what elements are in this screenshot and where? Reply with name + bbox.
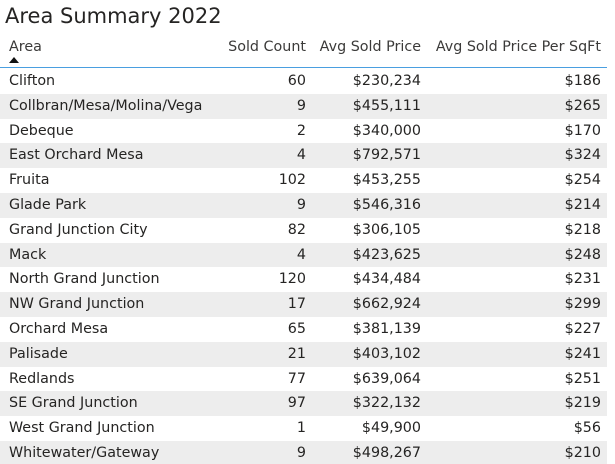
cell-sold-count: 102 [278, 172, 306, 189]
cell-avg-sold-price: $49,900 [361, 420, 421, 437]
cell-sold-count: 4 [296, 246, 306, 263]
cell-avg-price-per-sqft: $214 [564, 196, 601, 213]
cell-avg-price-per-sqft: $251 [564, 370, 601, 387]
cell-avg-sold-price: $453,255 [352, 172, 421, 189]
table-row[interactable]: West Grand Junction 1 $49,900 $56 [0, 416, 607, 441]
table-row[interactable]: Collbran/Mesa/Molina/Vega 9 $455,111 $265 [0, 93, 607, 119]
cell-sold-count: 65 [287, 320, 306, 337]
table-row[interactable]: Fruita 102 $453,255 $254 [0, 168, 607, 193]
cell-sold-count: 60 [287, 73, 306, 89]
cell-avg-price-per-sqft: $241 [564, 345, 601, 362]
cell-avg-price-per-sqft: $231 [564, 271, 601, 288]
cell-avg-price-per-sqft: $254 [564, 172, 601, 189]
table-row[interactable]: Debeque 2 $340,000 $170 [0, 119, 607, 144]
table-row[interactable]: Whitewater/Gateway 9 $498,267 $210 [0, 440, 607, 464]
cell-sold-count: 1 [296, 420, 306, 437]
cell-avg-price-per-sqft: $265 [564, 97, 601, 114]
cell-area: NW Grand Junction [9, 296, 145, 313]
cell-avg-sold-price: $639,064 [352, 370, 421, 387]
cell-area: Grand Junction City [9, 221, 148, 238]
cell-sold-count: 97 [287, 395, 306, 412]
cell-avg-price-per-sqft: $210 [564, 444, 601, 461]
cell-area: Glade Park [9, 196, 87, 213]
cell-area: Collbran/Mesa/Molina/Vega [9, 97, 203, 114]
table-row[interactable]: Redlands 77 $639,064 $251 [0, 367, 607, 392]
cell-avg-price-per-sqft: $227 [564, 320, 601, 337]
cell-area: West Grand Junction [9, 420, 155, 437]
cell-avg-sold-price: $498,267 [352, 444, 421, 461]
cell-avg-sold-price: $381,139 [352, 320, 421, 337]
column-header-avg-price-per-sqft[interactable]: Avg Sold Price Per SqFt [435, 39, 601, 55]
cell-avg-sold-price: $423,625 [352, 246, 421, 263]
cell-avg-price-per-sqft: $324 [564, 147, 601, 164]
table-row[interactable]: Orchard Mesa 65 $381,139 $227 [0, 317, 607, 342]
cell-avg-sold-price: $322,132 [352, 395, 421, 412]
cell-area: Redlands [9, 370, 75, 387]
cell-area: Palisade [9, 345, 68, 362]
cell-sold-count: 21 [287, 345, 306, 362]
cell-avg-price-per-sqft: $218 [564, 221, 601, 238]
cell-area: North Grand Junction [9, 271, 160, 288]
cell-area: East Orchard Mesa [9, 147, 144, 164]
cell-area: Orchard Mesa [9, 320, 109, 337]
vertical-scrollbar[interactable] [611, 69, 615, 464]
cell-avg-price-per-sqft: $56 [573, 420, 601, 437]
table-header: Area Sold Count Avg Sold Price Avg Sold … [0, 36, 607, 68]
column-header-avg-sold-price[interactable]: Avg Sold Price [319, 39, 421, 55]
table-row[interactable]: Clifton 60 $230,234 $186 [0, 69, 607, 94]
table-body: Clifton 60 $230,234 $186 Collbran/Mesa/Molin… [0, 69, 607, 464]
cell-avg-sold-price: $434,484 [352, 271, 421, 288]
cell-area: Fruita [9, 172, 50, 189]
cell-avg-price-per-sqft: $248 [564, 246, 601, 263]
cell-sold-count: 4 [296, 147, 306, 164]
table-row[interactable]: NW Grand Junction 17 $662,924 $299 [0, 292, 607, 317]
cell-avg-sold-price: $403,102 [352, 345, 421, 362]
table-row[interactable]: Glade Park 9 $546,316 $214 [0, 192, 607, 218]
cell-avg-price-per-sqft: $219 [564, 395, 601, 412]
column-header-sold-count[interactable]: Sold Count [228, 39, 306, 55]
cell-avg-price-per-sqft: $186 [564, 73, 601, 89]
cell-sold-count: 9 [296, 97, 306, 114]
table-row[interactable]: SE Grand Junction 97 $322,132 $219 [0, 391, 607, 417]
cell-area: Mack [9, 246, 47, 263]
table-row[interactable]: North Grand Junction 120 $434,484 $231 [0, 267, 607, 292]
cell-sold-count: 9 [296, 444, 306, 461]
cell-area: Debeque [9, 122, 74, 139]
cell-area: Clifton [9, 73, 56, 89]
cell-sold-count: 82 [287, 221, 306, 238]
cell-area: SE Grand Junction [9, 395, 138, 412]
table-row[interactable]: Palisade 21 $403,102 $241 [0, 341, 607, 367]
cell-avg-sold-price: $230,234 [352, 73, 421, 89]
cell-sold-count: 2 [296, 122, 306, 139]
cell-avg-sold-price: $340,000 [352, 122, 421, 139]
cell-sold-count: 120 [278, 271, 306, 288]
cell-avg-sold-price: $306,105 [352, 221, 421, 238]
sort-ascending-icon[interactable] [9, 57, 19, 63]
column-header-area[interactable]: Area [9, 39, 42, 55]
table-row[interactable]: East Orchard Mesa 4 $792,571 $324 [0, 143, 607, 169]
table-row[interactable]: Grand Junction City 82 $306,105 $218 [0, 218, 607, 243]
table-row[interactable]: Mack 4 $423,625 $248 [0, 242, 607, 268]
cell-avg-sold-price: $546,316 [352, 196, 421, 213]
cell-avg-sold-price: $662,924 [352, 296, 421, 313]
cell-sold-count: 77 [287, 370, 306, 387]
cell-avg-price-per-sqft: $170 [564, 122, 601, 139]
cell-avg-price-per-sqft: $299 [564, 296, 601, 313]
cell-sold-count: 9 [296, 196, 306, 213]
cell-sold-count: 17 [287, 296, 306, 313]
cell-avg-sold-price: $455,111 [352, 97, 421, 114]
cell-avg-sold-price: $792,571 [352, 147, 421, 164]
visual-title: Area Summary 2022 [5, 4, 222, 28]
cell-area: Whitewater/Gateway [9, 444, 160, 461]
